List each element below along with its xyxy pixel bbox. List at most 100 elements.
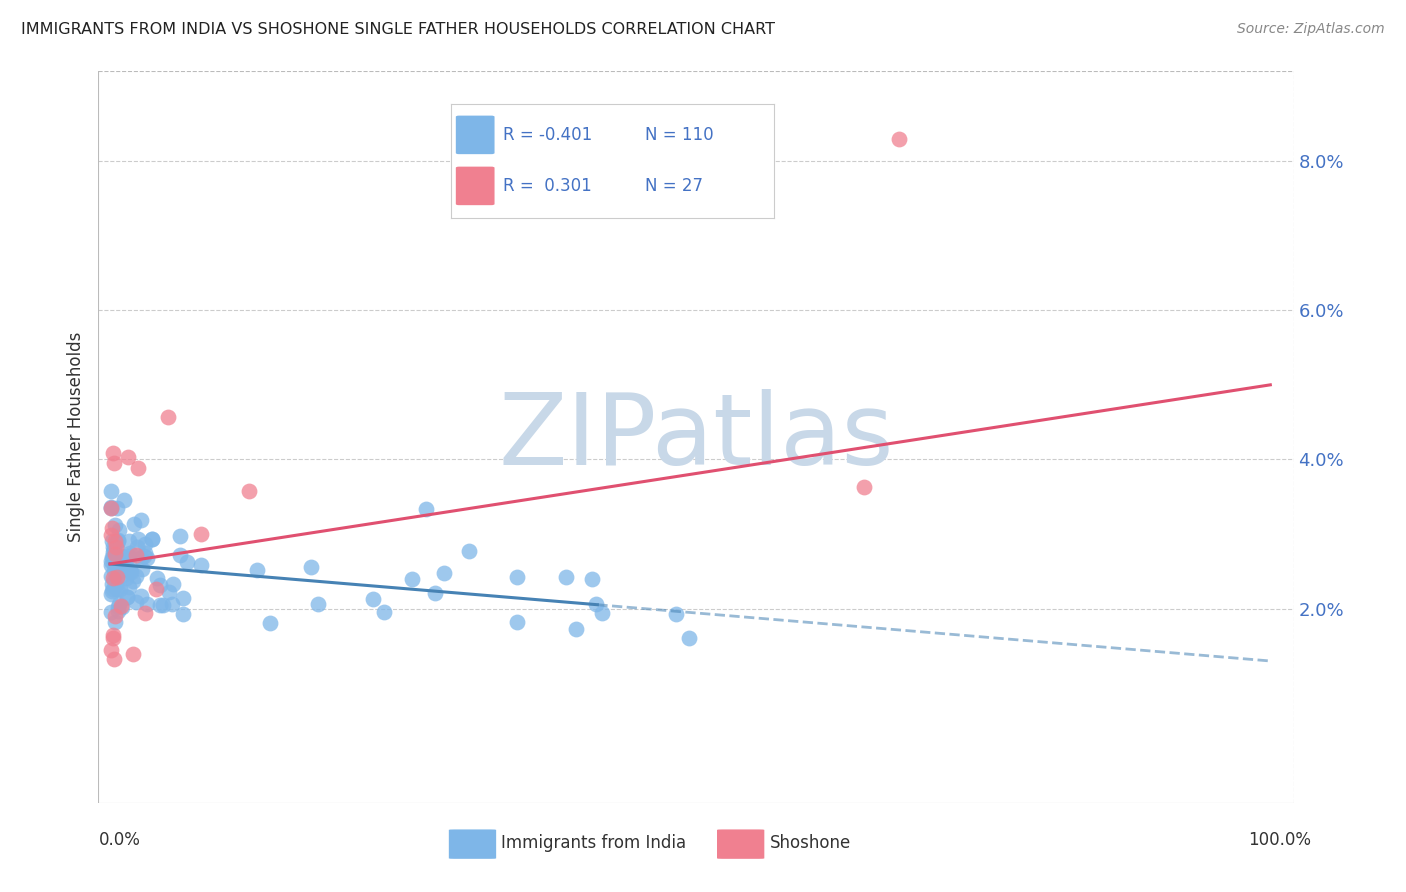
- Point: [581, 572, 603, 586]
- Point: [110, 550, 132, 565]
- Point: [104, 579, 127, 593]
- Point: [160, 597, 183, 611]
- Point: [115, 549, 138, 564]
- Point: [100, 483, 122, 498]
- Point: [172, 591, 194, 605]
- Point: [108, 597, 131, 611]
- Point: [127, 460, 149, 475]
- Point: [665, 607, 688, 621]
- Point: [423, 586, 446, 600]
- Point: [145, 582, 167, 596]
- Point: [105, 501, 128, 516]
- Text: 0.0%: 0.0%: [98, 831, 141, 849]
- Point: [887, 131, 910, 145]
- Point: [120, 566, 142, 580]
- Point: [129, 513, 152, 527]
- Point: [122, 647, 145, 661]
- Point: [505, 569, 527, 583]
- Point: [433, 566, 456, 581]
- Point: [100, 501, 122, 516]
- Point: [135, 597, 157, 611]
- Point: [169, 529, 191, 543]
- Point: [103, 564, 125, 578]
- Point: [107, 604, 129, 618]
- Point: [125, 548, 148, 562]
- Point: [361, 592, 384, 607]
- Point: [118, 563, 141, 577]
- Point: [117, 591, 139, 605]
- Point: [107, 599, 129, 614]
- Point: [103, 573, 125, 587]
- Point: [132, 549, 155, 564]
- Point: [118, 549, 141, 563]
- Point: [105, 541, 128, 556]
- Point: [101, 571, 124, 585]
- Point: [101, 584, 124, 599]
- Point: [100, 533, 122, 548]
- Point: [108, 582, 131, 596]
- Point: [108, 523, 131, 537]
- Point: [141, 532, 163, 546]
- Point: [107, 565, 129, 579]
- Point: [506, 615, 529, 630]
- Point: [101, 446, 124, 460]
- Point: [103, 456, 125, 470]
- Point: [121, 574, 143, 588]
- Point: [103, 549, 125, 564]
- Point: [115, 590, 138, 604]
- Text: ZIPatlas: ZIPatlas: [498, 389, 894, 485]
- Point: [157, 585, 180, 599]
- Point: [103, 541, 125, 556]
- Point: [118, 557, 141, 571]
- Point: [100, 554, 122, 568]
- Point: [554, 570, 576, 584]
- Point: [157, 410, 180, 425]
- Point: [134, 537, 156, 551]
- Point: [122, 517, 145, 532]
- Point: [103, 631, 125, 645]
- Point: [118, 580, 141, 594]
- Point: [103, 547, 125, 561]
- Point: [457, 543, 479, 558]
- Point: [100, 521, 122, 535]
- Point: [101, 540, 124, 554]
- Point: [238, 483, 260, 498]
- Point: [114, 556, 136, 570]
- Point: [678, 631, 700, 645]
- Point: [169, 549, 191, 563]
- Point: [100, 586, 122, 600]
- Point: [104, 615, 127, 629]
- Point: [149, 578, 172, 592]
- Point: [100, 568, 122, 582]
- Point: [146, 570, 169, 584]
- Point: [101, 628, 124, 642]
- Point: [107, 533, 129, 548]
- Point: [105, 570, 128, 584]
- Point: [131, 562, 153, 576]
- Point: [129, 589, 152, 603]
- Point: [101, 582, 124, 596]
- Point: [103, 543, 125, 558]
- Point: [101, 545, 124, 559]
- Point: [118, 565, 141, 579]
- Point: [585, 597, 607, 611]
- Point: [246, 563, 269, 577]
- Point: [415, 502, 437, 516]
- Point: [100, 501, 122, 516]
- Point: [114, 571, 136, 585]
- Point: [134, 606, 156, 620]
- Point: [103, 652, 125, 666]
- Point: [111, 568, 134, 582]
- Point: [307, 597, 329, 611]
- Point: [134, 546, 156, 560]
- Point: [127, 540, 149, 554]
- Point: [117, 450, 139, 464]
- Point: [373, 606, 395, 620]
- Point: [100, 528, 122, 542]
- Point: [105, 582, 128, 596]
- Point: [401, 572, 423, 586]
- Point: [100, 643, 122, 657]
- Point: [125, 569, 148, 583]
- Point: [114, 559, 136, 574]
- Point: [110, 599, 132, 613]
